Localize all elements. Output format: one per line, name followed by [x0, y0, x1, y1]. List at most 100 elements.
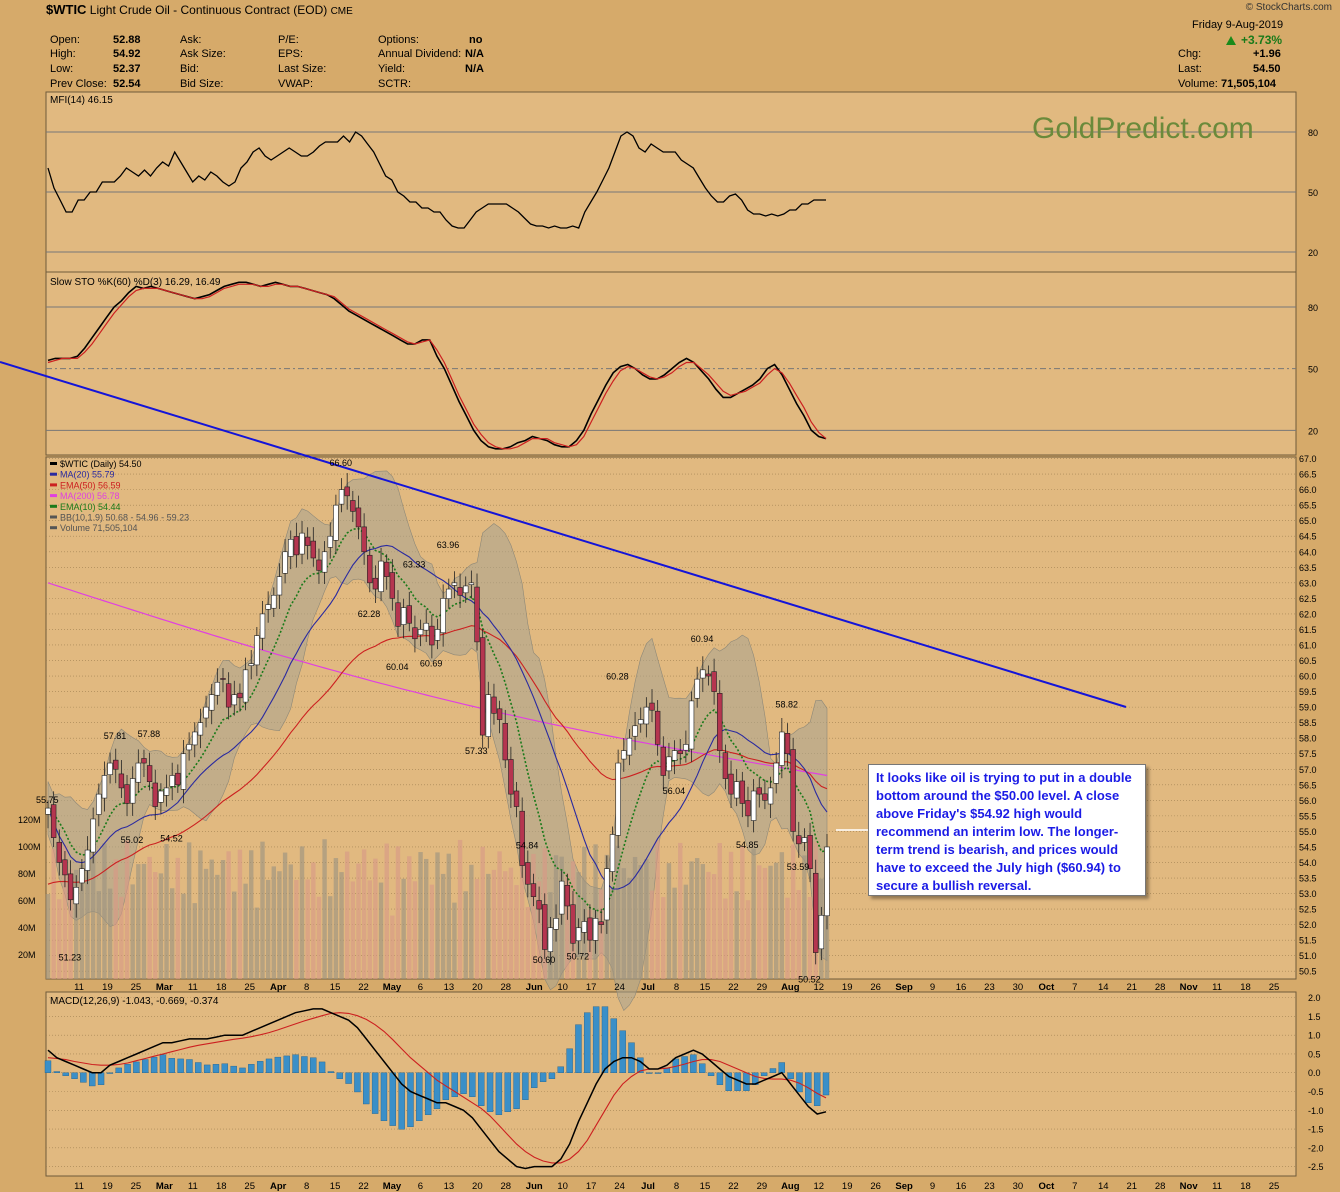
x-tick-label-bottom: 11 [1212, 1181, 1222, 1192]
x-tick-label-top: 12 [813, 982, 824, 993]
macd-hist-bar [274, 1056, 282, 1073]
volume-bar [74, 869, 79, 979]
volume-bar [773, 862, 779, 979]
volume-bar [672, 887, 677, 979]
x-tick-label-top: 20 [472, 982, 483, 993]
x-tick-label-top: 8 [674, 982, 679, 993]
candle-body [152, 782, 158, 807]
volume-bar [734, 891, 739, 979]
volume-bar [807, 896, 813, 979]
price-legend-swatch [50, 483, 57, 487]
volume-bar [655, 840, 660, 979]
price-tick-label: 65.0 [1299, 516, 1317, 526]
price-label: 50.52 [798, 975, 821, 985]
volume-bar [491, 869, 497, 979]
volume-bar [503, 871, 508, 979]
volume-bar [333, 858, 339, 979]
chg-label: Chg: [1178, 48, 1202, 60]
brand-watermark: GoldPredict.com [1032, 112, 1254, 145]
x-tick-label-bottom: 30 [1013, 1181, 1024, 1192]
volume-bar [282, 852, 288, 979]
candle-body [553, 918, 559, 930]
candle-body [564, 885, 571, 907]
candle-body [491, 696, 497, 714]
volume-bar [96, 891, 102, 979]
price-tick-label: 60.5 [1299, 656, 1317, 666]
price-label: 54.52 [160, 833, 183, 843]
volume-bar [339, 872, 344, 979]
macd-hist-bar [513, 1072, 520, 1109]
x-tick-label-bottom: 16 [956, 1181, 967, 1192]
macd-hist-bar [327, 1071, 335, 1073]
volume-bar [68, 869, 73, 979]
candle-body [299, 532, 305, 555]
chg-value: +1.96 [1253, 48, 1281, 60]
price-tick-label: 60.0 [1299, 672, 1317, 682]
volume-tick-label: 60M [18, 896, 36, 906]
x-tick-label-bottom: 29 [757, 1181, 768, 1192]
macd-hist-bar [203, 1064, 211, 1073]
volume-tick-label: 80M [18, 869, 36, 879]
candle-body [400, 607, 407, 625]
candle-body [192, 731, 198, 746]
x-tick-label-top: 25 [1269, 982, 1280, 993]
x-tick-label-top: 9 [930, 982, 935, 993]
volume-bar [531, 853, 536, 979]
macd-hist-bar [115, 1067, 122, 1073]
candle-body [671, 750, 678, 761]
stat-prevclose-value: 52.54 [113, 78, 141, 90]
volume-bar [294, 879, 299, 979]
candle-body [575, 927, 582, 942]
sto-tick-label: 80 [1308, 303, 1318, 313]
x-tick-label-bottom: 24 [614, 1181, 625, 1192]
x-tick-label-bottom: 18 [1240, 1181, 1251, 1192]
x-tick-label-bottom: 11 [188, 1181, 198, 1192]
candle-body [231, 694, 237, 706]
volume-bar [271, 866, 276, 979]
x-tick-label-top: 11 [74, 982, 84, 993]
candle-body [654, 710, 661, 745]
price-legend-swatch [50, 526, 57, 530]
volume-bar [390, 915, 395, 979]
volume-bar [102, 843, 107, 979]
volume-bar [158, 873, 164, 979]
stat-prevclose-label: Prev Close: [50, 78, 107, 90]
volume-bar [401, 878, 406, 979]
macd-hist-bar [301, 1056, 308, 1073]
candle-body [666, 756, 672, 772]
macd-hist-bar [398, 1072, 405, 1130]
x-tick-label-bottom: Nov [1180, 1181, 1199, 1192]
price-tick-label: 50.5 [1299, 967, 1317, 977]
volume-bar [316, 896, 322, 979]
price-tick-label: 59.0 [1299, 703, 1317, 713]
x-tick-label-top: Jun [526, 982, 543, 993]
macd-hist-bar [654, 1072, 662, 1074]
volume-bar [141, 863, 147, 979]
x-tick-label-bottom: 20 [472, 1181, 483, 1192]
price-legend-swatch [50, 515, 57, 519]
volume-tick-label: 40M [18, 923, 36, 933]
volume-bar [802, 855, 807, 979]
yield-label: Yield: [378, 63, 406, 75]
macd-hist-bar [822, 1072, 830, 1096]
candle-body [683, 744, 689, 751]
candle-body [203, 706, 209, 719]
price-label: 50.60 [533, 955, 556, 965]
macd-hist-bar [690, 1054, 697, 1073]
volume-bar [514, 885, 519, 979]
x-tick-label-bottom: 8 [304, 1181, 309, 1192]
macd-hist-bar [363, 1072, 370, 1105]
annotation-box: It looks like oil is trying to put in a … [868, 764, 1146, 896]
candle-body [609, 834, 616, 872]
volume-bar [486, 873, 491, 979]
volume-bar [79, 864, 85, 979]
macd-hist-bar [645, 1072, 653, 1074]
candle-body [621, 750, 627, 760]
x-tick-label-bottom: 15 [700, 1181, 711, 1192]
candle-body [756, 787, 762, 795]
x-tick-label-bottom: Jun [526, 1181, 543, 1192]
candle-body [220, 678, 226, 680]
volume-bar [277, 871, 282, 979]
volume-bar [497, 851, 502, 979]
price-tick-label: 54.5 [1299, 842, 1317, 852]
